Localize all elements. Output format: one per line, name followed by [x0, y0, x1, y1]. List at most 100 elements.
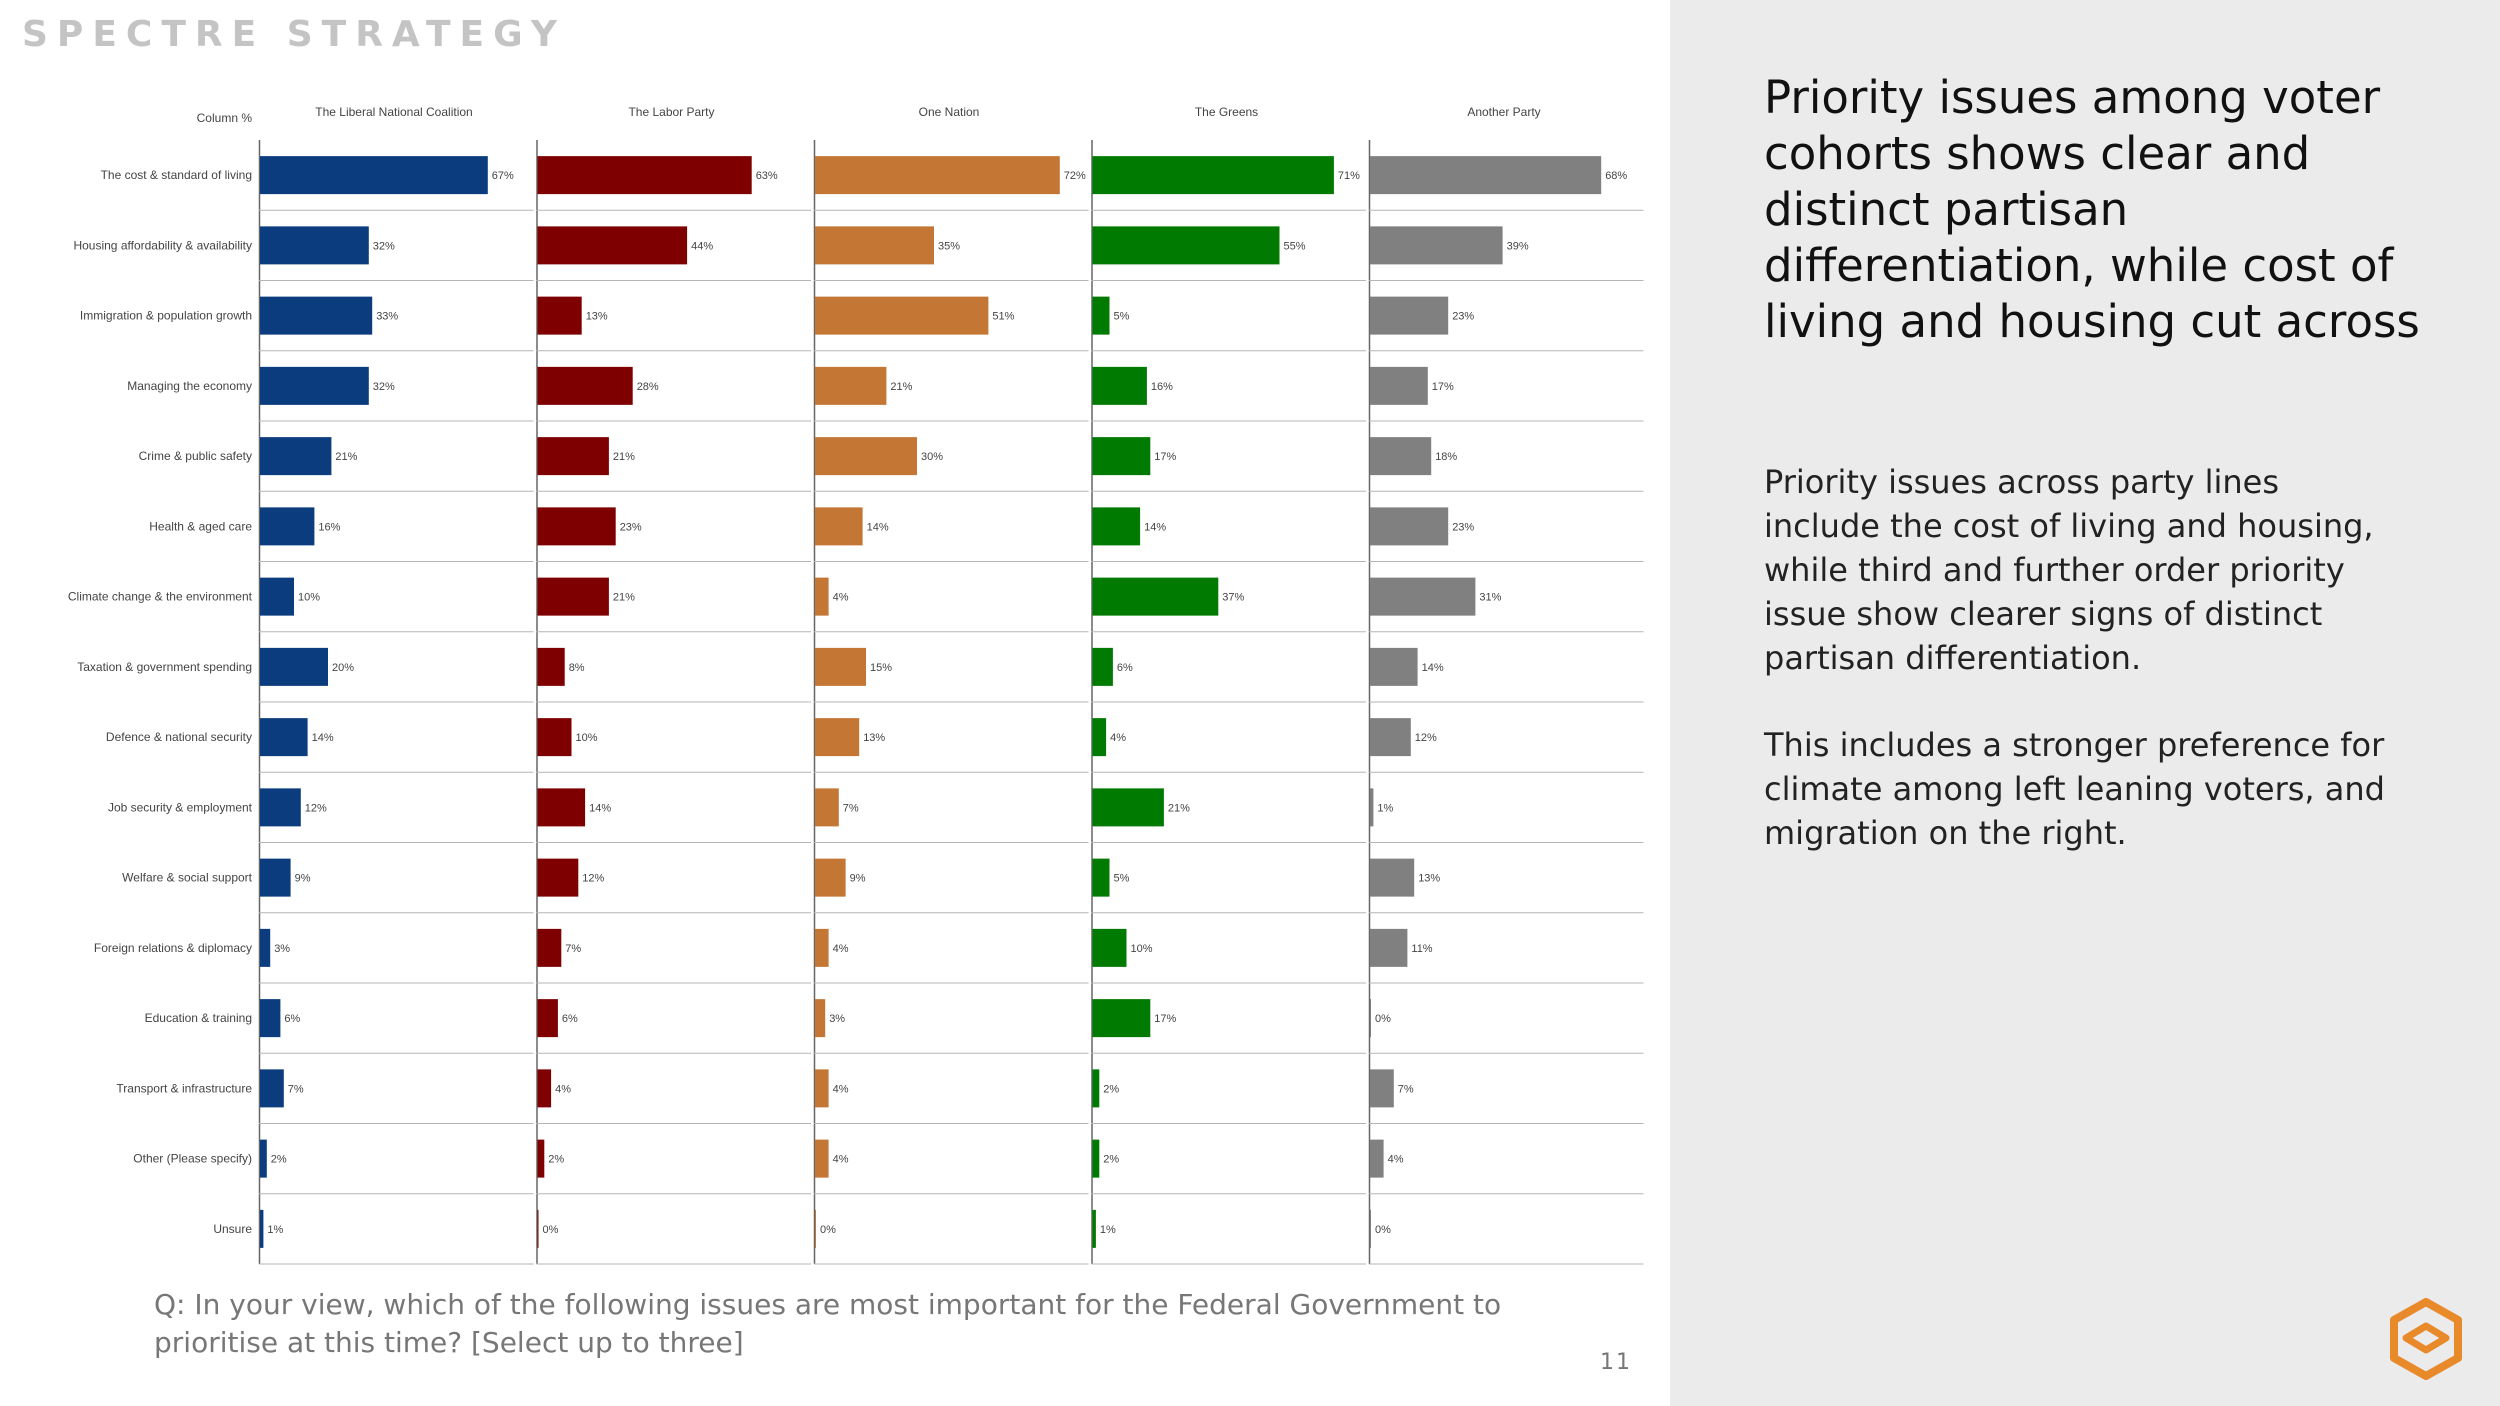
bar — [1092, 718, 1107, 757]
data-label: 21% — [890, 381, 912, 393]
data-label: 17% — [1154, 451, 1176, 463]
bar — [1370, 437, 1432, 476]
page-number: 11 — [1600, 1350, 1632, 1375]
bar — [1092, 647, 1113, 686]
data-label: 31% — [1479, 592, 1501, 604]
data-label: 0% — [1375, 1224, 1391, 1236]
bar — [260, 577, 294, 616]
bar — [815, 858, 846, 897]
category-label: The cost & standard of living — [101, 168, 252, 182]
bar — [815, 928, 829, 967]
data-label: 14% — [589, 802, 611, 814]
bar — [537, 1209, 539, 1248]
data-label: 67% — [492, 170, 514, 182]
data-label: 2% — [1103, 1083, 1119, 1095]
bar — [537, 577, 609, 616]
data-label: 21% — [1168, 802, 1190, 814]
brand-wordmark: SPECTRE STRATEGY — [22, 14, 566, 55]
data-label: 68% — [1605, 170, 1627, 182]
bar — [815, 577, 829, 616]
data-label: 4% — [833, 1154, 849, 1166]
data-label: 30% — [921, 451, 943, 463]
data-label: 6% — [1117, 662, 1133, 674]
data-label: 9% — [850, 873, 866, 885]
bar — [815, 647, 866, 686]
data-label: 18% — [1435, 451, 1457, 463]
data-label: 39% — [1507, 240, 1529, 252]
data-label: 28% — [637, 381, 659, 393]
data-label: 6% — [562, 1013, 578, 1025]
row-header-label: Column % — [197, 111, 253, 125]
series-title: Another Party — [1467, 105, 1540, 119]
data-label: 20% — [332, 662, 354, 674]
commentary-panel: Priority issues among voter cohorts show… — [1670, 0, 2500, 1406]
data-label: 37% — [1222, 592, 1244, 604]
bar — [815, 296, 989, 335]
data-label: 3% — [274, 943, 290, 955]
bar — [260, 858, 291, 897]
bar — [537, 507, 616, 546]
bar — [1370, 296, 1449, 335]
data-label: 15% — [870, 662, 892, 674]
bar — [537, 928, 562, 967]
grouped-bar-chart: Column % The cost & standard of living Hou… — [68, 105, 1644, 1265]
bar — [537, 858, 579, 897]
data-label: 10% — [298, 592, 320, 604]
data-label: 12% — [1415, 732, 1437, 744]
bar — [1370, 999, 1371, 1038]
bar — [260, 1209, 264, 1248]
data-label: 1% — [1100, 1224, 1116, 1236]
data-label: 7% — [1398, 1083, 1414, 1095]
body-paragraph-1: Priority issues across party lines inclu… — [1764, 463, 2374, 677]
data-label: 0% — [543, 1224, 559, 1236]
bar — [537, 647, 565, 686]
bar — [815, 366, 887, 405]
data-label: 5% — [1114, 311, 1130, 323]
data-label: 17% — [1432, 381, 1454, 393]
bar — [537, 1069, 552, 1108]
bar — [260, 718, 308, 757]
category-label: Housing affordability & availability — [73, 238, 252, 252]
data-label: 32% — [373, 381, 395, 393]
data-label: 4% — [1388, 1154, 1404, 1166]
bar — [815, 156, 1060, 195]
data-label: 4% — [833, 592, 849, 604]
data-label: 4% — [1110, 732, 1126, 744]
bar — [1092, 366, 1147, 405]
data-label: 17% — [1154, 1013, 1176, 1025]
bar — [1092, 577, 1219, 616]
bar — [260, 437, 332, 476]
bar — [1092, 1069, 1100, 1108]
bar — [1370, 1069, 1394, 1108]
bar — [1092, 437, 1151, 476]
bar — [1092, 788, 1164, 827]
data-label: 4% — [833, 1083, 849, 1095]
data-label: 4% — [555, 1083, 571, 1095]
bar — [260, 366, 369, 405]
data-label: 13% — [1418, 873, 1440, 885]
bar — [537, 437, 609, 476]
bar — [260, 928, 271, 967]
category-label: Defence & national security — [106, 730, 252, 744]
data-label: 16% — [1151, 381, 1173, 393]
data-label: 2% — [271, 1154, 287, 1166]
data-label: 13% — [863, 732, 885, 744]
bar — [1370, 1209, 1371, 1248]
bar — [537, 718, 572, 757]
bar — [1092, 1209, 1096, 1248]
data-label: 71% — [1338, 170, 1360, 182]
data-label: 55% — [1284, 240, 1306, 252]
data-label: 3% — [829, 1013, 845, 1025]
bar — [815, 507, 863, 546]
data-label: 12% — [582, 873, 604, 885]
spectre-logo-icon — [2390, 1298, 2462, 1380]
bar — [537, 999, 558, 1038]
bar — [1092, 296, 1110, 335]
data-label: 51% — [992, 311, 1014, 323]
data-label: 23% — [1452, 311, 1474, 323]
bar — [537, 296, 582, 335]
data-label: 0% — [820, 1224, 836, 1236]
data-label: 2% — [548, 1154, 564, 1166]
bar — [260, 1069, 284, 1108]
bar — [537, 788, 586, 827]
